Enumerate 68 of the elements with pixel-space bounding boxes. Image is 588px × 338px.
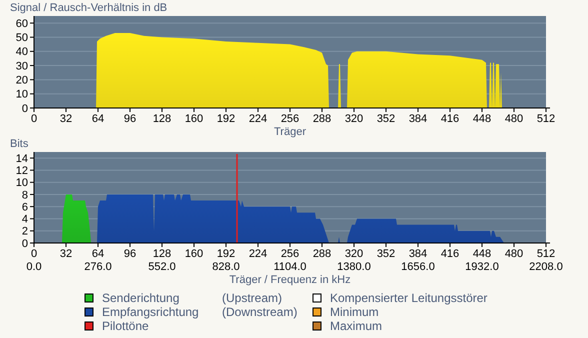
x-tick-label: 128 — [152, 113, 172, 125]
x-tick-label: 192 — [216, 248, 236, 260]
legend-label: Pilottöne — [102, 319, 150, 334]
legend-label: Minimum — [330, 305, 379, 320]
x-tick-label: 512 — [536, 248, 556, 260]
y-tick-label: 40 — [16, 46, 28, 58]
x2-tick-label: 276.0 — [84, 261, 112, 273]
x2-tick-label: 0.0 — [26, 261, 42, 273]
x-tick-label: 480 — [504, 248, 524, 260]
x-tick-label: 416 — [440, 248, 460, 260]
y-axis-title: Bits — [10, 138, 29, 150]
y-tick-label: 50 — [16, 32, 28, 44]
y-tick-label: 10 — [16, 88, 28, 101]
x-tick-label: 320 — [344, 113, 364, 125]
x2-tick-label: 552.0 — [148, 261, 176, 273]
y-tick-label: 10 — [16, 177, 28, 190]
x-tick-label: 224 — [248, 113, 268, 125]
y-tick-label: 12 — [16, 165, 28, 178]
x-tick-label: 192 — [216, 113, 236, 125]
y-tick-label: 20 — [16, 74, 28, 87]
x2-tick-label: 1932.0 — [465, 261, 499, 273]
legend-label: Maximum — [330, 319, 382, 334]
y-tick-label: 14 — [16, 152, 28, 165]
text: Empfangsrichtung (Downstream) — [102, 305, 298, 320]
x2-tick-label: 1380.0 — [337, 261, 371, 273]
x-tick-label: 288 — [312, 113, 332, 125]
x-tick-label: 256 — [280, 248, 300, 260]
x-axis-title: Träger — [274, 126, 306, 138]
x-axis-title: Träger / Frequenz in kHz — [229, 274, 351, 286]
x-tick-label: 352 — [376, 113, 396, 125]
x-tick-label: 64 — [92, 113, 104, 125]
x2-tick-label: 828.0 — [212, 261, 240, 273]
x-tick-label: 32 — [60, 113, 72, 125]
y-tick-label: 8 — [22, 189, 28, 202]
x2-tick-label: 2208.0 — [529, 261, 563, 273]
y-tick-label: 60 — [16, 18, 28, 30]
x-tick-label: 96 — [124, 248, 136, 260]
y-tick-label: 0 — [22, 102, 28, 115]
x-tick-label: 448 — [472, 113, 492, 125]
y-tick-label: 2 — [22, 226, 28, 238]
x-tick-label: 512 — [536, 113, 556, 125]
x-tick-label: 416 — [440, 113, 460, 125]
x2-tick-label: 1104.0 — [274, 261, 306, 273]
y-tick-label: 0 — [22, 238, 28, 250]
text: Senderichtung (Upstream) — [102, 291, 282, 306]
x-tick-label: 480 — [504, 113, 524, 125]
legend-label: Kompensierter Leitungsstörer — [330, 291, 488, 306]
x-tick-label: 128 — [152, 248, 172, 260]
x-tick-label: 0 — [30, 248, 38, 260]
x-tick-label: 0 — [30, 113, 38, 125]
x-tick-label: 288 — [312, 248, 332, 260]
x-tick-label: 448 — [472, 248, 492, 260]
y-axis-title: Signal / Rausch-Verhältnis in dB — [10, 2, 168, 14]
y-tick-label: 6 — [22, 201, 28, 214]
x-tick-label: 32 — [60, 248, 72, 260]
x-tick-label: 352 — [376, 248, 396, 260]
x-tick-label: 64 — [92, 248, 104, 260]
x-tick-label: 384 — [408, 248, 428, 260]
x2-tick-label: 1656.0 — [401, 261, 435, 273]
x-tick-label: 256 — [280, 113, 300, 125]
y-tick-label: 4 — [22, 214, 28, 226]
x-tick-label: 160 — [184, 248, 204, 260]
x-tick-label: 160 — [184, 113, 204, 125]
x-tick-label: 224 — [248, 248, 268, 260]
x-tick-label: 96 — [124, 113, 136, 125]
y-tick-label: 30 — [16, 60, 28, 72]
x-tick-label: 384 — [408, 113, 428, 125]
x-tick-label: 320 — [344, 248, 364, 260]
